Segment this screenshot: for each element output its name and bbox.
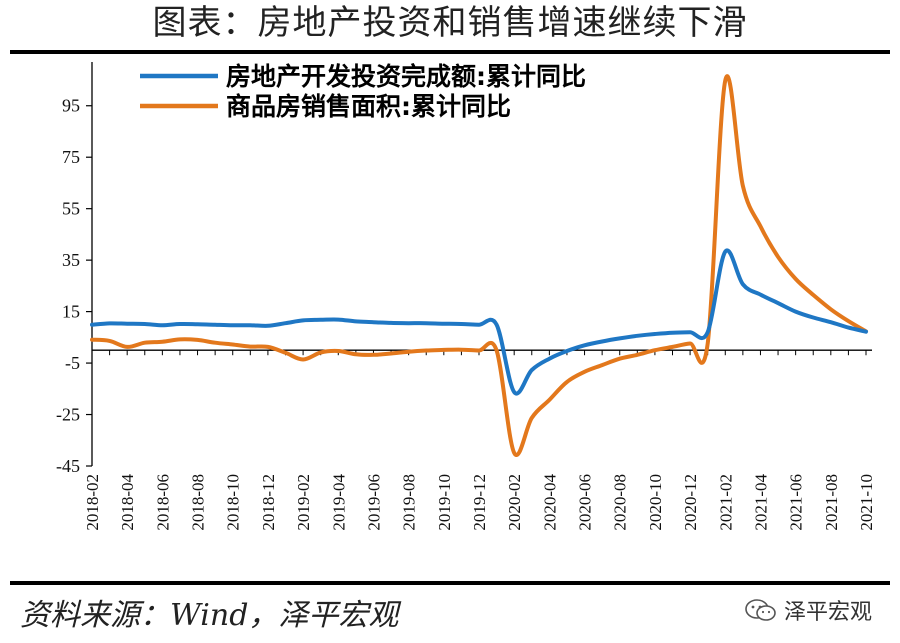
x-tick-label: 2019-12 [470,474,489,531]
x-tick-label: 2018-04 [118,474,137,531]
page-title: 图表：房地产投资和销售增速继续下滑 [152,3,748,43]
x-tick-label: 2020-12 [681,474,700,531]
legend-label-sales-area: 商品房销售面积:累计同比 [226,92,511,121]
y-tick-label: -45 [56,456,80,476]
x-tick-label: 2020-02 [505,474,524,531]
y-tick-label: 95 [62,96,80,116]
chart-series [90,74,868,457]
y-tick-label: 35 [62,250,80,270]
x-tick-label: 2019-04 [329,474,348,531]
x-tick-label: 2020-04 [540,474,559,531]
source-note: 资料来源：Wind，泽平宏观 [20,598,399,633]
watermark: 泽平宏观 [744,594,872,626]
x-tick-label: 2019-02 [294,474,313,531]
x-tick-label: 2020-10 [646,474,665,531]
top-rule [10,50,890,54]
y-tick-label: 15 [62,302,80,322]
series-line-sales-area [90,74,868,457]
x-tick-label: 2020-06 [576,474,595,531]
x-tick-label: 2021-08 [822,474,841,531]
x-tick-label: 2018-10 [224,474,243,531]
x-tick-label: 2021-04 [751,474,770,531]
x-tick-label: 2019-10 [435,474,454,531]
y-tick-label: -25 [56,405,80,425]
x-tick-label: 2019-08 [400,474,419,531]
watermark-text: 泽平宏观 [783,600,872,625]
x-tick-label: 2019-06 [364,474,383,531]
y-tick-label: 55 [62,199,80,219]
y-tick-label: -5 [65,353,80,373]
x-tick-label: 2018-12 [259,474,278,531]
series-line-investment [90,248,868,396]
x-tick-label: 2021-10 [857,474,876,531]
wechat-icon [745,599,776,621]
y-tick-label: 75 [62,147,80,167]
x-tick-label: 2018-02 [83,474,102,531]
x-tick-label: 2021-02 [716,474,735,531]
chart-axes [91,62,872,466]
x-tick-label: 2020-08 [611,474,630,531]
x-tick-label: 2018-08 [189,474,208,531]
legend-label-investment: 房地产开发投资完成额:累计同比 [226,62,586,91]
bottom-rule [10,581,890,585]
x-tick-label: 2018-06 [153,474,172,531]
x-tick-label: 2021-06 [787,474,806,531]
